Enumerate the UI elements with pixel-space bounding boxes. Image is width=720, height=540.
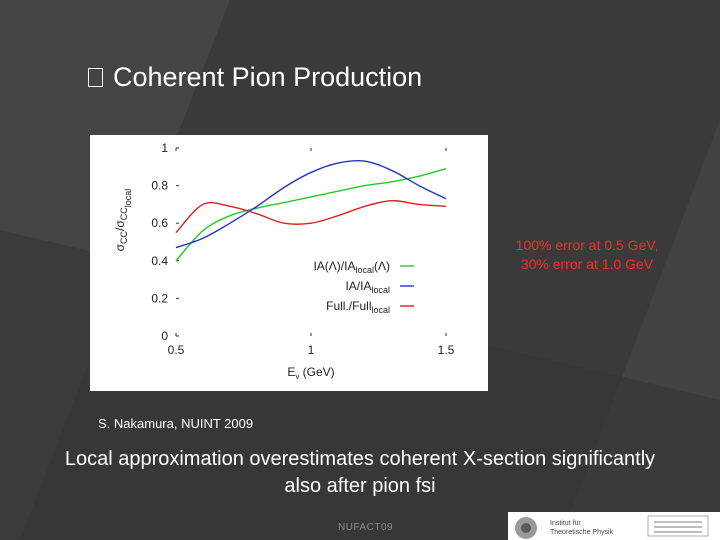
y-tick-label: 1 (161, 141, 168, 155)
annotation-line-2: 30% error at 1.0 GeV (520, 256, 654, 272)
bullet-icon (88, 68, 103, 87)
slide-title: Coherent Pion Production (113, 62, 423, 92)
series-line-1 (175, 159, 447, 249)
citation: S. Nakamura, NUINT 2009 (98, 416, 254, 431)
footer-label: NUFACT09 (338, 522, 394, 533)
legend-label-0: IA(Λ)/IAlocal(Λ) (313, 259, 390, 275)
y-tick-label: 0.2 (151, 291, 168, 305)
y-tick-label: 0 (161, 329, 168, 343)
conclusion-line-1: Local approximation overestimates cohere… (64, 448, 656, 470)
line-chart: 0 0.2 0.4 0.6 0.8 1 0.5 1 1.5 Eν (GeV) σCC/σCCloca… (113, 141, 455, 381)
institute-logo: Institut für Theoretische Physik (508, 512, 720, 540)
conclusion-line-2: also after pion fsi (284, 475, 436, 497)
y-tick-label: 0.6 (151, 216, 168, 230)
series-line-0 (175, 168, 447, 262)
chart-panel: 0 0.2 0.4 0.6 0.8 1 0.5 1 1.5 Eν (GeV) σCC/σCCloca… (90, 135, 488, 391)
x-tick-label: 1.5 (438, 343, 455, 357)
x-axis-label: Eν (GeV) (287, 365, 334, 381)
legend-label-2: Full./Fulllocal (326, 299, 390, 315)
error-annotation: 100% error at 0.5 GeV, 30% error at 1.0 … (497, 236, 677, 274)
annotation-line-1: 100% error at 0.5 GeV, (515, 237, 659, 253)
y-tick-label: 0.8 (151, 179, 168, 193)
conclusion-text: Local approximation overestimates cohere… (0, 446, 720, 500)
slide-title-row: Coherent Pion Production (88, 62, 422, 93)
legend-label-1: IA/IAlocal (345, 279, 390, 295)
y-axis-label: σCC/σCClocal (113, 189, 133, 252)
university-seal-icon (647, 515, 709, 537)
logo-text-1: Institut für (550, 520, 581, 527)
logo-text-2: Theoretische Physik (550, 529, 614, 536)
series-line-2 (175, 199, 447, 234)
x-tick-label: 1 (308, 343, 315, 357)
x-tick-label: 0.5 (168, 343, 185, 357)
y-tick-label: 0.4 (151, 254, 168, 268)
